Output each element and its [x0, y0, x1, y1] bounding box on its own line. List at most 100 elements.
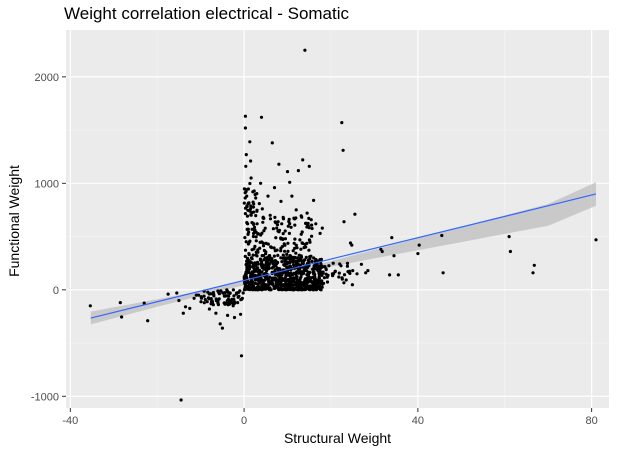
data-point: [594, 238, 598, 242]
data-point: [243, 212, 247, 216]
data-point: [317, 273, 321, 277]
data-point: [307, 216, 311, 220]
data-point: [234, 292, 238, 296]
data-point: [269, 245, 273, 249]
data-point: [253, 193, 257, 197]
data-point: [231, 304, 235, 308]
data-point: [325, 280, 330, 284]
data-point: [245, 194, 249, 198]
regression-line: [90, 193, 597, 319]
data-point: [307, 272, 311, 276]
data-point: [388, 273, 392, 277]
data-point: [345, 264, 349, 268]
data-point: [307, 284, 311, 288]
data-point: [293, 264, 297, 268]
data-point: [331, 272, 336, 276]
data-point: [324, 272, 328, 276]
data-point: [252, 266, 256, 270]
data-point: [166, 292, 170, 296]
data-point: [297, 268, 301, 272]
data-point: [262, 284, 266, 288]
data-point: [311, 281, 315, 285]
data-point: [337, 275, 341, 279]
data-point: [305, 211, 309, 215]
x-tick-label: 40: [412, 415, 424, 427]
data-point: [216, 301, 220, 305]
data-point: [256, 232, 260, 236]
data-point: [283, 237, 287, 241]
data-point: [313, 284, 317, 289]
data-point: [293, 246, 297, 250]
data-point: [212, 292, 216, 296]
data-point: [253, 228, 257, 232]
data-point: [295, 276, 299, 280]
data-point: [257, 271, 261, 275]
data-point: [211, 303, 215, 307]
data-point: [318, 231, 322, 235]
data-point: [290, 194, 294, 198]
data-point: [286, 249, 290, 253]
data-point: [246, 261, 250, 265]
data-point: [247, 282, 252, 286]
data-point: [244, 164, 248, 168]
data-point: [274, 273, 278, 277]
data-point: [283, 229, 287, 233]
data-point: [417, 243, 421, 247]
data-point: [351, 269, 355, 273]
data-point: [288, 222, 292, 226]
data-point: [296, 169, 300, 173]
data-point: [353, 212, 357, 216]
data-point: [181, 311, 185, 315]
data-point: [331, 261, 335, 265]
data-point: [252, 225, 257, 229]
data-point: [359, 262, 363, 266]
data-point: [275, 248, 279, 252]
data-point: [316, 285, 320, 289]
data-point: [175, 291, 179, 295]
data-point: [313, 273, 317, 277]
data-point: [293, 217, 297, 221]
data-point: [312, 256, 316, 260]
data-point: [262, 287, 266, 291]
data-point: [309, 254, 313, 258]
data-point: [188, 306, 192, 310]
data-point: [252, 210, 256, 214]
data-point: [227, 298, 231, 302]
data-point: [272, 254, 276, 258]
data-point: [206, 296, 211, 300]
data-point: [350, 283, 354, 287]
data-point: [293, 256, 297, 260]
data-point: [281, 215, 285, 219]
data-point: [531, 271, 535, 275]
data-point: [254, 250, 258, 254]
data-point: [251, 234, 255, 239]
data-point: [314, 222, 318, 226]
data-point: [302, 280, 306, 284]
data-point: [273, 286, 277, 290]
data-point: [258, 240, 262, 244]
data-point: [220, 326, 224, 330]
data-point: [251, 190, 255, 194]
data-point: [300, 241, 304, 245]
data-point: [270, 141, 274, 145]
data-point: [261, 220, 265, 224]
data-point: [273, 262, 277, 266]
data-point: [307, 248, 311, 252]
data-point: [380, 249, 384, 254]
x-tick-label: 0: [241, 415, 247, 427]
data-point: [246, 208, 250, 212]
data-point: [205, 300, 209, 304]
data-point: [225, 294, 229, 298]
data-point: [239, 354, 244, 358]
data-point: [280, 273, 284, 277]
data-point: [249, 213, 253, 217]
data-point: [310, 234, 314, 238]
data-point: [243, 126, 247, 130]
data-point: [282, 263, 286, 267]
data-point: [179, 398, 183, 402]
data-point: [264, 252, 268, 256]
data-point: [441, 271, 445, 275]
data-point: [302, 246, 306, 250]
data-point: [309, 218, 313, 222]
data-point: [291, 249, 295, 253]
